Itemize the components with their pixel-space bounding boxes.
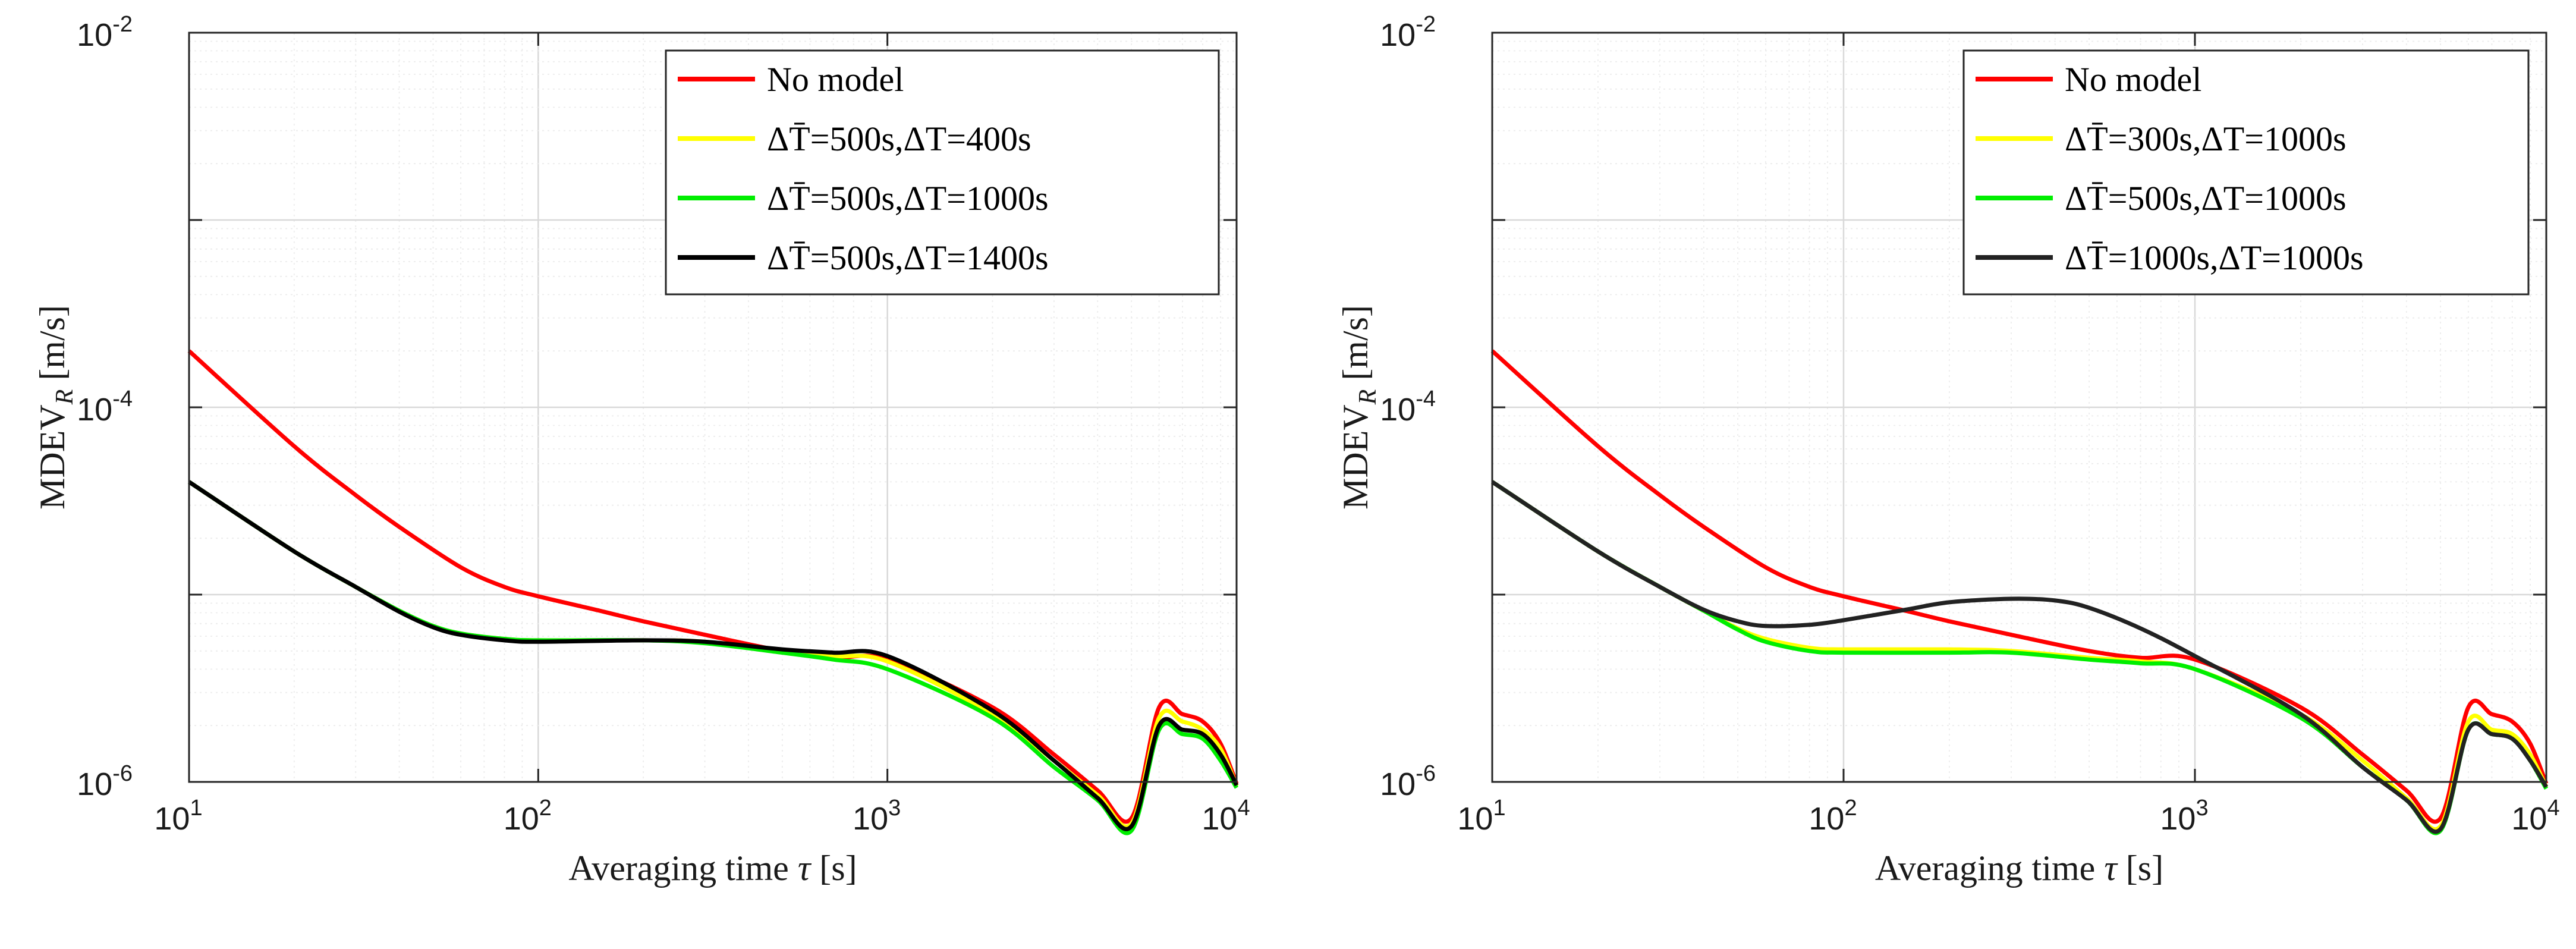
legend-entry-1: ΔT̄=300s,ΔT=1000s bbox=[2065, 120, 2347, 158]
right-chart-panel: 101 102 103 104 10-6 10-4 10-2 Averaging time τ… bbox=[1336, 12, 2560, 888]
y-tick-label: 10-6 bbox=[77, 761, 133, 802]
series-line-3 bbox=[188, 480, 1239, 831]
series-group bbox=[1490, 349, 2549, 835]
y-tick-label: 10-2 bbox=[1380, 12, 1436, 53]
legend: No model ΔT̄=500s,ΔT=400s ΔT̄=500s,ΔT=1000… bbox=[665, 49, 1220, 296]
ticks bbox=[188, 32, 1238, 783]
left-chart-panel: 101 102 103 104 10-6 10-4 10-2 Averaging time τ… bbox=[33, 12, 1250, 888]
x-tick-label: 102 bbox=[1808, 796, 1857, 837]
legend: No model ΔT̄=300s,ΔT=1000s ΔT̄=500s,ΔT=100… bbox=[1962, 49, 2530, 296]
y-tick-label: 10-2 bbox=[77, 12, 133, 53]
x-axis-label: Averaging time τ [s] bbox=[568, 849, 857, 888]
x-axis-label: Averaging time τ [s] bbox=[1875, 849, 2163, 888]
x-tick-label: 102 bbox=[504, 796, 552, 837]
legend-box bbox=[1962, 49, 2530, 296]
x-tick-label: 103 bbox=[853, 796, 901, 837]
y-tick-label: 10-4 bbox=[77, 386, 133, 428]
series-line-0 bbox=[1490, 349, 2549, 824]
legend-entry-0: No model bbox=[2065, 60, 2201, 99]
x-tick-label: 101 bbox=[1457, 796, 1505, 837]
series-group bbox=[187, 349, 1239, 835]
legend-entry-0: No model bbox=[767, 60, 904, 99]
legend-entry-3: ΔT̄=500s,ΔT=1400s bbox=[767, 238, 1049, 277]
legend-entry-2: ΔT̄=500s,ΔT=1000s bbox=[767, 179, 1049, 218]
ticks bbox=[1491, 32, 2547, 783]
y-axis-label: MDEVR [m/s] bbox=[1336, 305, 1382, 510]
y-tick-label: 10-6 bbox=[1380, 761, 1436, 802]
y-axis-label: MDEVR [m/s] bbox=[33, 305, 78, 510]
series-line-3 bbox=[1491, 480, 2548, 834]
legend-entry-2: ΔT̄=500s,ΔT=1000s bbox=[2065, 179, 2347, 218]
x-tick-label: 101 bbox=[154, 796, 202, 837]
legend-entry-3: ΔT̄=1000s,ΔT=1000s bbox=[2065, 238, 2364, 277]
y-tick-label: 10-4 bbox=[1380, 386, 1436, 428]
x-tick-label: 103 bbox=[2160, 796, 2208, 837]
x-tick-label: 104 bbox=[1201, 796, 1250, 837]
legend-entry-1: ΔT̄=500s,ΔT=400s bbox=[767, 120, 1031, 158]
x-tick-label: 104 bbox=[2511, 796, 2559, 837]
legend-box bbox=[665, 49, 1220, 296]
